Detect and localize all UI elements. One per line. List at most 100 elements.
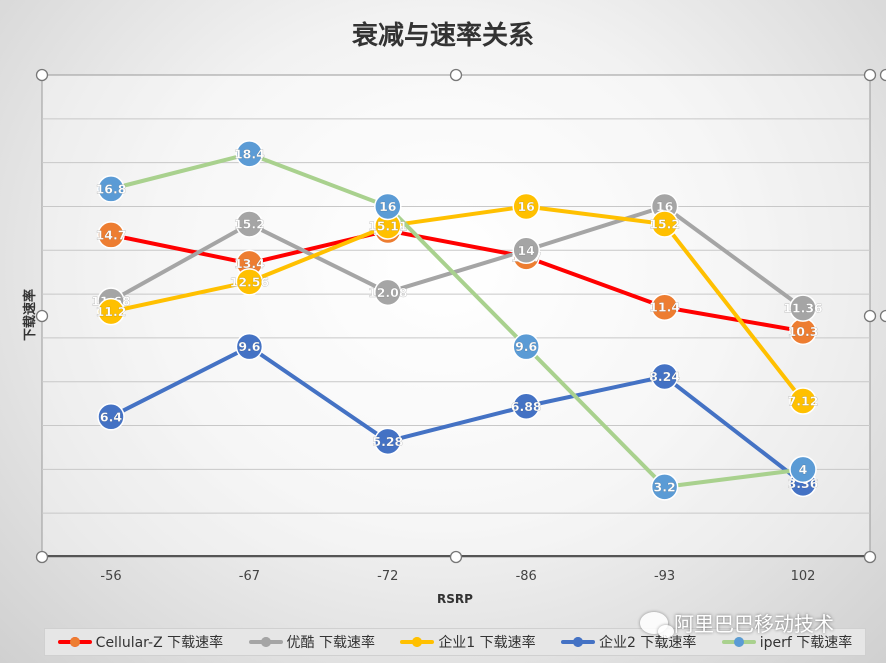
data-label: 14.7: [96, 227, 127, 242]
data-point: [789, 455, 817, 484]
data-label: 4: [799, 462, 808, 477]
resize-handle[interactable]: [449, 550, 463, 564]
data-point: [235, 332, 264, 361]
series-1: [109, 228, 805, 334]
resize-handle[interactable]: [879, 68, 886, 82]
data-point: [374, 427, 402, 456]
series-3: [109, 204, 805, 404]
resize-handle[interactable]: [449, 68, 463, 82]
legend-swatch: [400, 637, 435, 647]
data-label: 7.12: [788, 394, 819, 409]
data-label: 16: [379, 199, 397, 214]
wechat-icon: [640, 611, 674, 638]
data-point: [235, 268, 264, 296]
data-label: 14: [517, 243, 535, 258]
y-axis-label: 下载速率: [22, 289, 38, 341]
data-point: [512, 192, 540, 221]
series-line: [109, 344, 805, 486]
series-2: [109, 204, 805, 311]
data-label: 16.8: [96, 181, 127, 196]
legend-item: 企业2 下载速率: [561, 632, 696, 652]
series-line: [109, 151, 805, 489]
watermark-text: 阿里巴巴移动技术: [674, 612, 834, 636]
data-label: 16: [656, 199, 674, 214]
legend-label: 优酷 下载速率: [286, 635, 375, 651]
legend-label: Cellular-Z 下载速率: [95, 635, 224, 651]
data-point: [97, 221, 125, 249]
series-5-points: 16.8 18.4 16 9.6 3.2 4: [95, 140, 817, 501]
x-tick-label: -67: [239, 569, 260, 584]
data-label: 6.88: [511, 399, 542, 414]
chart-title: 衰减与速率关系: [351, 20, 534, 51]
legend-item: Cellular-Z 下载速率: [57, 632, 224, 652]
data-point: [789, 294, 817, 322]
data-label: 15.2: [234, 216, 265, 231]
data-label: 12.56: [230, 274, 270, 289]
resize-handle[interactable]: [863, 68, 877, 82]
data-point: [650, 293, 679, 321]
data-point: [650, 362, 679, 391]
data-label: 15.11: [368, 218, 408, 233]
legend-marker: [69, 637, 80, 647]
data-label: 18.4: [234, 146, 265, 161]
data-label: 11.4: [649, 300, 680, 315]
series-4: [109, 344, 805, 486]
x-tick-label: -72: [377, 569, 398, 584]
legend-item: 优酷 下载速率: [248, 632, 375, 652]
series-4-points: 6.49.65.286.888.243.36: [97, 332, 819, 498]
legend-item: iperf 下载速率: [721, 632, 852, 652]
data-label: 11.2: [96, 304, 127, 319]
data-point: [374, 192, 402, 221]
x-axis-label: RSRP: [437, 592, 473, 606]
series-line: [109, 204, 805, 311]
legend-swatch: [561, 637, 596, 647]
data-label: 15.2: [649, 216, 680, 231]
legend-label: 企业1 下载速率: [438, 635, 536, 651]
resize-handle[interactable]: [35, 550, 49, 564]
x-axis-ticks: -56 -67 -72 -86 -93 102: [100, 569, 815, 584]
data-point: [97, 297, 125, 326]
plot-frame: [41, 74, 871, 558]
data-label: 10.3: [788, 324, 819, 339]
legend-marker: [733, 637, 744, 647]
resize-handle[interactable]: [879, 309, 886, 323]
x-tick-label: -93: [654, 569, 675, 584]
resize-handle[interactable]: [863, 550, 877, 564]
watermark: 阿里巴巴移动技术: [640, 608, 834, 638]
data-point: [789, 387, 817, 415]
x-tick-label: -56: [100, 569, 121, 584]
legend-swatch: [57, 637, 92, 647]
series-line: [109, 204, 805, 404]
data-label: 6.4: [100, 409, 122, 424]
data-label: 5.28: [372, 434, 403, 449]
series-3-points: 11.2 12.56 15.11 16 15.2 7.12: [95, 192, 819, 415]
x-tick-label: 102: [791, 569, 816, 584]
series-5: [109, 151, 805, 489]
data-label: 9.6: [515, 339, 537, 354]
resize-handle[interactable]: [35, 68, 49, 82]
series-layer: 14.713.414.913.711.410.311.6815.212.0814…: [91, 140, 823, 501]
data-point: [97, 403, 125, 431]
resize-handle[interactable]: [35, 309, 49, 323]
selection-handles[interactable]: [35, 68, 886, 564]
data-label: 8.24: [649, 369, 680, 384]
data-point: [512, 332, 540, 361]
legend-item: 企业1 下载速率: [400, 632, 536, 652]
data-label: 16: [517, 199, 535, 214]
data-label: 12.08: [368, 285, 408, 300]
data-label: 11.36: [783, 301, 823, 316]
resize-handle[interactable]: [863, 309, 877, 323]
legend-label: 企业2 下载速率: [599, 635, 697, 651]
data-label: 13.4: [234, 256, 265, 271]
data-point: [235, 140, 264, 168]
legend: Cellular-Z 下载速率 优酷 下载速率 企业1 下载速率 企业2 下载速率 ip…: [44, 628, 866, 656]
x-tick-label: -86: [516, 569, 537, 584]
data-point: [235, 210, 264, 238]
data-point: [97, 175, 125, 203]
data-point: [650, 210, 679, 238]
legend-swatch: [248, 637, 283, 647]
legend-swatch: [721, 637, 756, 647]
data-label: 9.6: [238, 339, 260, 354]
legend-marker: [260, 637, 271, 647]
